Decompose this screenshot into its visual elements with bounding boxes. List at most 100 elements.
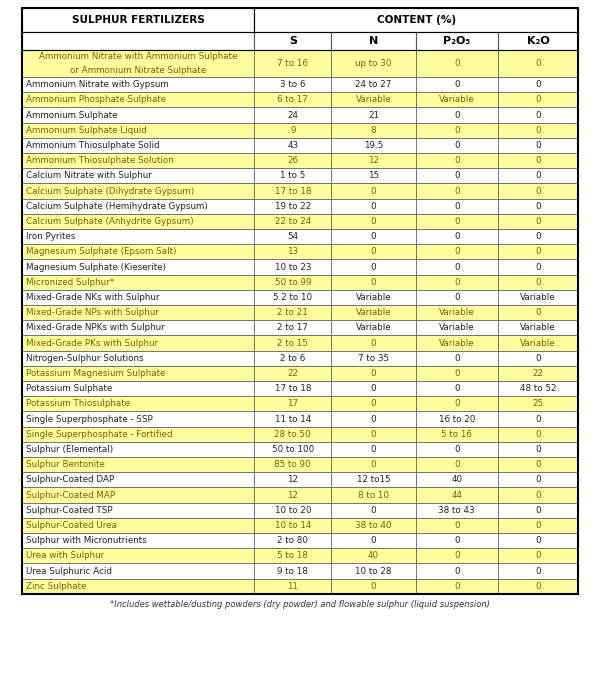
Bar (22, 77, 254, 92)
Bar (498, 183, 578, 199)
Bar (498, 229, 578, 244)
Text: Potassium Magnesium Sulphate: Potassium Magnesium Sulphate (26, 369, 166, 378)
Text: 21: 21 (368, 111, 379, 120)
Bar (498, 396, 578, 412)
Text: 0: 0 (454, 202, 460, 211)
Bar (254, 138, 331, 153)
Text: 0: 0 (454, 262, 460, 272)
Bar (416, 426, 498, 442)
Bar (254, 274, 331, 290)
Text: 2 to 21: 2 to 21 (277, 308, 308, 317)
Text: 0: 0 (371, 262, 376, 272)
Text: 0: 0 (535, 505, 541, 514)
Text: 17 to 18: 17 to 18 (275, 384, 311, 393)
Bar (22, 168, 254, 183)
Bar (498, 579, 578, 594)
Text: 9: 9 (290, 126, 296, 134)
Bar (254, 426, 331, 442)
Bar (498, 214, 578, 229)
Text: 0: 0 (371, 445, 376, 454)
Text: 0: 0 (535, 186, 541, 195)
Bar (22, 518, 254, 533)
Text: 1 to 5: 1 to 5 (280, 172, 305, 181)
Bar (254, 229, 331, 244)
Text: 0: 0 (371, 430, 376, 439)
Text: 9 to 18: 9 to 18 (277, 566, 308, 575)
Bar (22, 503, 254, 518)
Bar (331, 122, 416, 138)
Text: Urea Sulphuric Acid: Urea Sulphuric Acid (26, 566, 112, 575)
Bar (498, 107, 578, 122)
Text: 0: 0 (535, 80, 541, 89)
Bar (331, 229, 416, 244)
Bar (331, 335, 416, 351)
Text: Mixed-Grade PKs with Sulphur: Mixed-Grade PKs with Sulphur (26, 339, 158, 347)
Bar (498, 548, 578, 564)
Bar (416, 229, 498, 244)
Bar (498, 153, 578, 168)
Text: 43: 43 (287, 141, 298, 150)
Bar (416, 138, 498, 153)
Bar (22, 260, 254, 274)
Bar (416, 305, 498, 320)
Text: Sulphur-Coated DAP: Sulphur-Coated DAP (26, 475, 114, 484)
Bar (416, 396, 498, 412)
Bar (498, 199, 578, 214)
Bar (331, 290, 416, 305)
Bar (416, 457, 498, 473)
Bar (22, 8, 578, 594)
Bar (498, 335, 578, 351)
Bar (498, 564, 578, 579)
Bar (416, 335, 498, 351)
Bar (416, 366, 498, 381)
Text: Variable: Variable (439, 95, 475, 104)
Bar (416, 579, 498, 594)
Text: 3 to 6: 3 to 6 (280, 80, 305, 89)
Bar (331, 168, 416, 183)
Bar (254, 564, 331, 579)
Bar (331, 274, 416, 290)
Text: 11: 11 (287, 582, 298, 591)
Text: Variable: Variable (520, 293, 556, 302)
Bar (498, 412, 578, 426)
Bar (254, 381, 331, 396)
Bar (498, 426, 578, 442)
Text: 0: 0 (454, 141, 460, 150)
Bar (416, 351, 498, 366)
Bar (498, 244, 578, 260)
Bar (254, 8, 578, 32)
Bar (331, 503, 416, 518)
Bar (254, 366, 331, 381)
Text: Sulphur (Elemental): Sulphur (Elemental) (26, 445, 113, 454)
Bar (416, 381, 498, 396)
Text: 25: 25 (532, 399, 544, 408)
Text: 0: 0 (454, 460, 460, 469)
Text: Magnesium Sulphate (Kieserite): Magnesium Sulphate (Kieserite) (26, 262, 166, 272)
Bar (254, 503, 331, 518)
Bar (331, 153, 416, 168)
Text: 0: 0 (535, 156, 541, 165)
Bar (22, 442, 254, 457)
Text: 0: 0 (535, 232, 541, 241)
Text: 40: 40 (451, 475, 463, 484)
Bar (254, 244, 331, 260)
Text: Variable: Variable (439, 339, 475, 347)
Text: 0: 0 (535, 278, 541, 287)
Bar (331, 442, 416, 457)
Text: 0: 0 (454, 80, 460, 89)
Bar (416, 107, 498, 122)
Bar (498, 533, 578, 548)
Text: 0: 0 (535, 111, 541, 120)
Text: 17 to 18: 17 to 18 (275, 186, 311, 195)
Bar (331, 214, 416, 229)
Text: 0: 0 (454, 399, 460, 408)
Text: Sulphur-Coated Urea: Sulphur-Coated Urea (26, 521, 117, 530)
Bar (254, 305, 331, 320)
Text: Sulphur Bentonite: Sulphur Bentonite (26, 460, 105, 469)
Text: Ammonium Nitrate with Ammonium Sulphate: Ammonium Nitrate with Ammonium Sulphate (39, 52, 238, 62)
Text: 44: 44 (451, 491, 462, 500)
Text: 19.5: 19.5 (364, 141, 383, 150)
Text: 0: 0 (371, 278, 376, 287)
Text: Single Superphosphate - SSP: Single Superphosphate - SSP (26, 414, 153, 424)
Text: 2 to 6: 2 to 6 (280, 354, 305, 363)
